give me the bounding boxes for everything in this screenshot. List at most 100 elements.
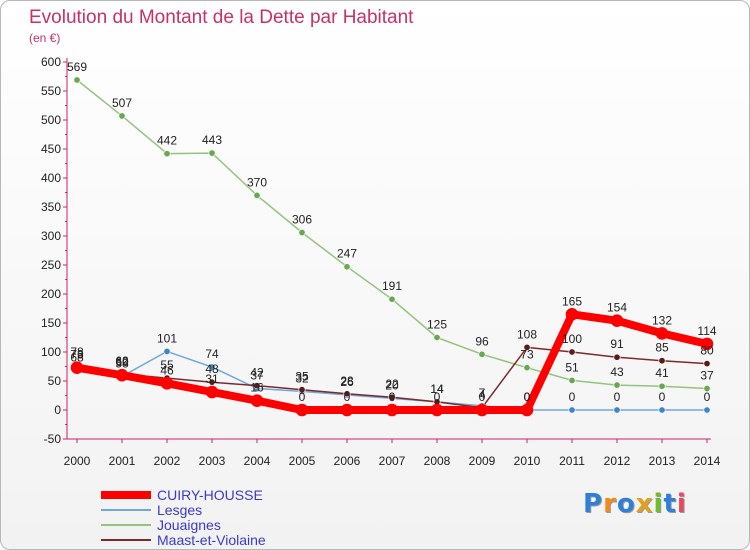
data-label: 96: [475, 334, 489, 348]
data-point: [343, 390, 351, 398]
data-label: 4: [479, 388, 486, 402]
data-point: [115, 368, 129, 382]
data-label: 74: [205, 347, 219, 361]
x-tick-label: 2001: [109, 454, 136, 468]
x-tick-label: 2010: [514, 454, 541, 468]
data-point: [475, 403, 489, 417]
legend-label: Maast-et-Violaine: [157, 532, 266, 548]
data-point: [523, 364, 531, 372]
data-point: [73, 76, 81, 84]
data-label: 26: [340, 375, 354, 389]
data-point: [208, 378, 216, 386]
x-tick-label: 2007: [379, 454, 406, 468]
y-tick-label: 350: [41, 200, 61, 214]
y-tick-label: 400: [41, 171, 61, 185]
data-point: [703, 385, 711, 393]
logo-letter: i: [676, 489, 687, 519]
data-point: [703, 406, 711, 414]
y-tick-label: -50: [44, 432, 62, 446]
legend-label: Lesges: [157, 502, 202, 518]
data-label: 125: [427, 318, 447, 332]
data-label: 68: [70, 351, 84, 365]
data-label: 114: [697, 324, 716, 338]
x-tick-label: 2013: [649, 454, 676, 468]
data-point: [343, 263, 351, 271]
data-point: [298, 229, 306, 237]
data-label: 306: [292, 213, 312, 227]
y-tick-label: 150: [41, 316, 61, 330]
chart-subtitle: (en €): [29, 31, 60, 45]
data-label: 85: [655, 341, 669, 355]
data-label: 165: [562, 294, 582, 308]
data-label: 0: [704, 390, 711, 404]
data-label: 73: [70, 348, 84, 362]
data-point: [568, 406, 576, 414]
data-label: 32: [295, 371, 309, 385]
data-label: 43: [610, 365, 624, 379]
data-label: 442: [157, 134, 177, 148]
data-point: [385, 403, 399, 417]
y-tick-label: 200: [41, 287, 61, 301]
data-label: 443: [202, 133, 222, 147]
x-tick-label: 2012: [604, 454, 631, 468]
axes: -500501001502002503003504004505005506002…: [41, 55, 721, 468]
data-label: 0: [524, 390, 531, 404]
x-tick-label: 2011: [559, 454, 585, 468]
data-label: 48: [205, 362, 219, 376]
data-point: [613, 381, 621, 389]
data-point: [295, 403, 309, 417]
data-label: 191: [382, 279, 402, 293]
data-label: 154: [607, 301, 627, 315]
data-point: [700, 337, 714, 351]
data-point: [340, 403, 354, 417]
data-label: 46: [160, 363, 174, 377]
x-tick-label: 2006: [334, 454, 361, 468]
logo-letter: i: [653, 489, 664, 519]
data-label: 0: [569, 390, 576, 404]
x-tick-label: 2000: [64, 454, 91, 468]
data-point: [430, 403, 444, 417]
data-label: 0: [434, 390, 441, 404]
chart-title: Evolution du Montant de la Dette par Hab…: [29, 7, 414, 28]
legend-label: Jouaignes: [157, 517, 221, 533]
y-tick-label: 0: [54, 403, 61, 417]
data-label: 247: [337, 247, 357, 261]
data-label: 14: [430, 382, 444, 396]
legend-label: CUIRY-HOUSSE: [157, 487, 263, 503]
data-label: 58: [115, 356, 129, 370]
data-label: 20: [385, 378, 399, 392]
logo-letter: t: [663, 489, 677, 519]
data-label: 37: [700, 369, 714, 383]
data-point: [658, 382, 666, 390]
data-point: [610, 314, 624, 327]
data-label: 91: [610, 337, 624, 351]
data-point: [250, 394, 264, 408]
data-label: 0: [299, 390, 306, 404]
data-label: 100: [562, 332, 582, 346]
data-label: 569: [67, 60, 87, 74]
data-point: [205, 385, 219, 399]
data-point: [520, 403, 534, 417]
series-points: [70, 76, 714, 417]
logo-letter: P: [583, 489, 604, 519]
y-tick-label: 50: [48, 374, 62, 388]
data-label: 80: [700, 344, 714, 358]
data-point: [118, 112, 126, 120]
data-label: 73: [520, 348, 534, 362]
data-label: 60: [115, 355, 129, 369]
data-label: 0: [479, 390, 486, 404]
data-label: 0: [344, 390, 351, 404]
data-label: 31: [205, 372, 219, 386]
data-point: [568, 348, 576, 356]
legend: CUIRY-HOUSSELesgesJouaignesMaast-et-Viol…: [101, 487, 266, 548]
data-label: 14: [430, 382, 444, 396]
data-point: [433, 333, 441, 341]
logo-letter: r: [603, 489, 617, 519]
data-label: 78: [70, 345, 84, 359]
data-label: 370: [247, 175, 267, 189]
data-label: 7: [479, 386, 486, 400]
data-point: [523, 343, 531, 351]
x-tick-label: 2002: [154, 454, 181, 468]
data-point: [253, 382, 261, 390]
